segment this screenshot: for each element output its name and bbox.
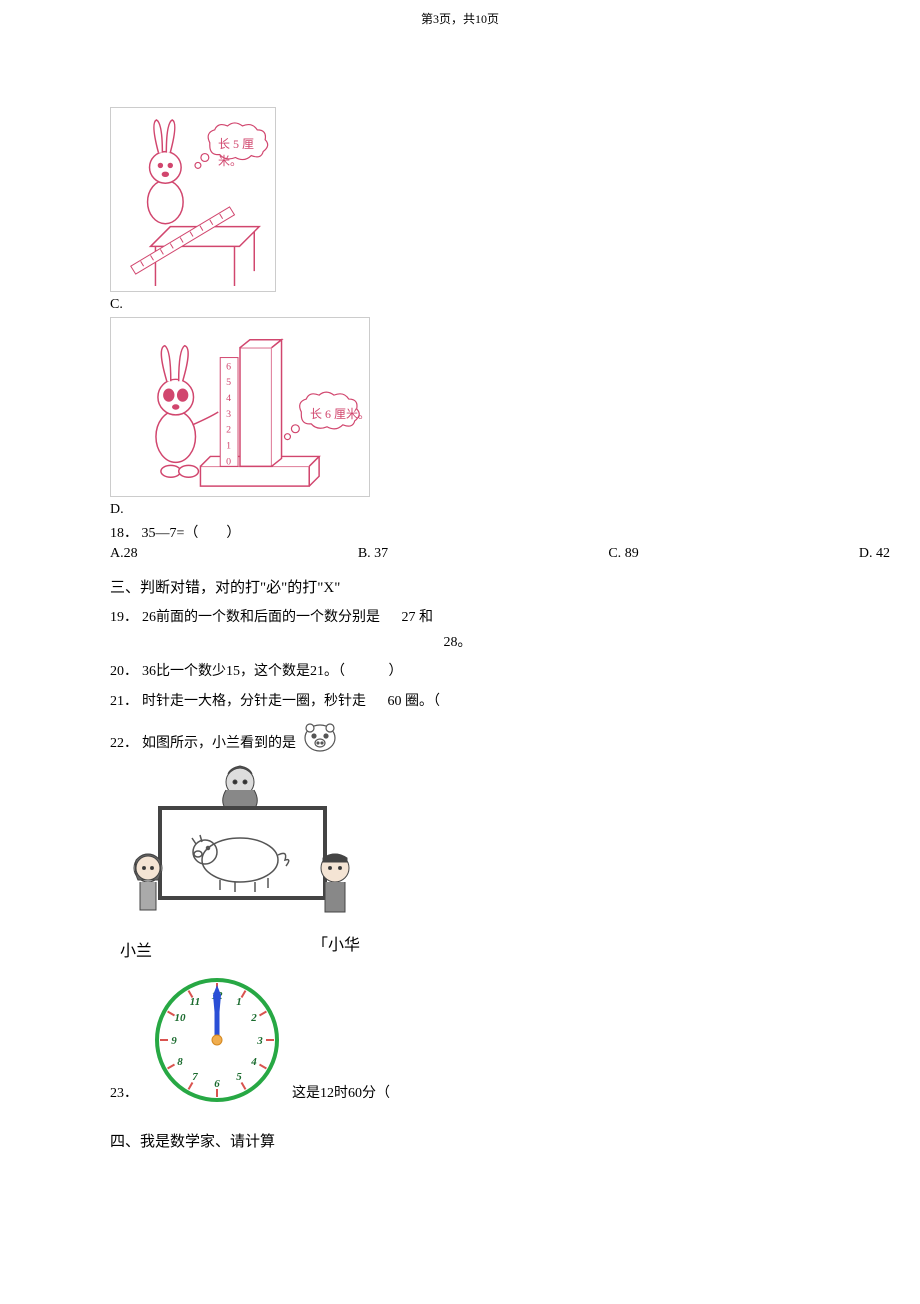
svg-text:6: 6: [214, 1078, 220, 1090]
question-18: 18． 35—7=（ ）: [110, 522, 860, 542]
clock-illustration: 12 1 2 3 4 5 6 7 8 9 10 11: [152, 975, 282, 1110]
question-20: 20． 36比一个数少15，这个数是21。（ ）: [110, 659, 860, 684]
svg-text:7: 7: [192, 1071, 198, 1083]
svg-text:5: 5: [236, 1071, 242, 1083]
q18-ans-a: A.28: [110, 546, 138, 562]
option-d-bubble-text: 长 6 厘米。: [310, 405, 370, 422]
svg-text:1: 1: [236, 996, 242, 1008]
option-c-row: 长 5 厘米。: [110, 107, 860, 297]
svg-text:4: 4: [250, 1056, 257, 1068]
svg-text:0: 0: [226, 456, 231, 467]
question-23: 23． 12 1 2 3: [110, 965, 860, 1110]
svg-text:11: 11: [190, 996, 200, 1008]
svg-text:3: 3: [256, 1035, 263, 1047]
q22-body: 如图所示，小兰看到的是: [142, 718, 860, 756]
svg-text:2: 2: [226, 425, 231, 436]
q18-num: 18．: [110, 526, 138, 541]
q23-text: 这是12时60分（: [292, 1082, 390, 1102]
q18-text: 35—7=（ ）: [142, 526, 241, 541]
svg-text:6: 6: [226, 361, 231, 372]
svg-text:5: 5: [226, 377, 231, 388]
q20-num: 20．: [110, 659, 142, 684]
page-number-text: 第3页，共10页: [421, 12, 499, 26]
q18-answers: A.28 B. 37 C. 89 D. 42: [110, 546, 890, 562]
q18-ans-d: D. 42: [859, 546, 890, 562]
question-19: 19． 26前面的一个数和后面的一个数分别是 27 和 28。: [110, 605, 860, 655]
svg-text:4: 4: [226, 393, 231, 404]
q20-body: 36比一个数少15，这个数是21。（ ）: [142, 659, 860, 684]
svg-text:2: 2: [250, 1012, 257, 1024]
svg-text:9: 9: [171, 1035, 177, 1047]
question-21: 21． 时针走一大格，分针走一圈，秒针走 60 圈。（: [110, 689, 860, 714]
page-header: 第3页，共10页: [60, 10, 860, 27]
q22-label-left: 小兰: [120, 937, 152, 961]
q22-illustration: 小兰 「小华: [120, 760, 360, 961]
q23-num: 23．: [110, 1082, 142, 1102]
q21-body: 时针走一大格，分针走一圈，秒针走 60 圈。（: [142, 689, 860, 714]
option-c-label: C.: [110, 297, 860, 313]
option-d-row: 6 5 4 3 2 1 0: [110, 317, 860, 502]
svg-text:10: 10: [175, 1012, 187, 1024]
q18-ans-c: C. 89: [608, 546, 638, 562]
pig-head-icon: [300, 718, 340, 756]
svg-text:3: 3: [226, 409, 231, 420]
option-c-bubble-text: 长 5 厘米。: [218, 135, 276, 169]
section-3-title: 三、判断对错，对的打"必"的打"X": [110, 576, 860, 597]
q22-num: 22．: [110, 731, 142, 756]
question-22: 22． 如图所示，小兰看到的是: [110, 718, 860, 756]
q22-label-right: 「小华: [312, 937, 360, 961]
section-4-title: 四、我是数学家、请计算: [110, 1130, 860, 1151]
svg-text:8: 8: [177, 1056, 183, 1068]
q21-num: 21．: [110, 689, 142, 714]
q18-ans-b: B. 37: [358, 546, 388, 562]
option-d-label: D.: [110, 502, 860, 518]
q19-body: 26前面的一个数和后面的一个数分别是 27 和 28。: [142, 605, 860, 655]
svg-text:1: 1: [226, 441, 231, 452]
q19-num: 19．: [110, 605, 142, 630]
